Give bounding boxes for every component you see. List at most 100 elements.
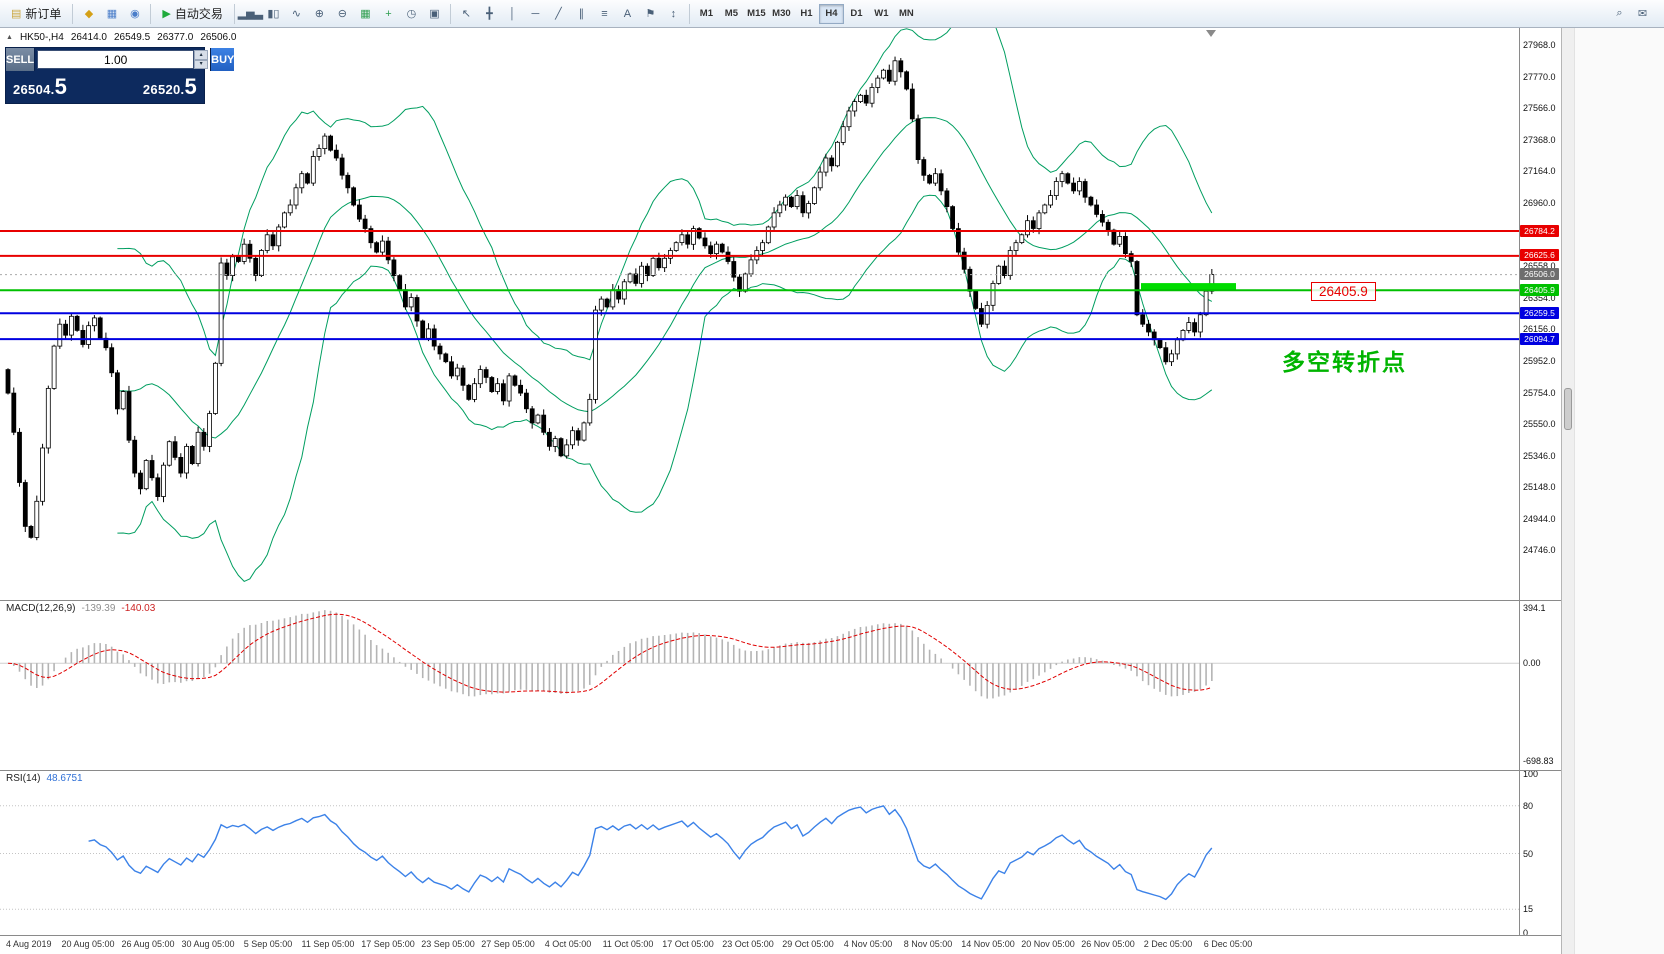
volume-down-button[interactable]: ▾ [194, 59, 209, 69]
crosshair-icon[interactable]: ╋ [478, 2, 501, 24]
macd-panel[interactable]: MACD(12,26,9) -139.39 -140.03 [0, 600, 1519, 770]
price-tick: 27368.0 [1523, 134, 1556, 145]
time-label: 6 Dec 05:00 [1203, 939, 1253, 949]
rsi-canvas[interactable] [0, 770, 1519, 935]
time-label: 8 Nov 05:00 [903, 939, 953, 949]
chat-icon[interactable]: ✉ [1631, 3, 1654, 25]
time-label: 27 Sep 05:00 [481, 939, 535, 949]
timeframe-m15-button[interactable]: M15 [744, 4, 769, 24]
periods-icon[interactable]: ◷ [400, 2, 423, 24]
level-badge: 26259.5 [1520, 306, 1559, 319]
ohlc-high: 26549.5 [114, 32, 151, 43]
level-badge: 26094.7 [1520, 332, 1559, 345]
rsi-panel[interactable]: RSI(14) 48.6751 [0, 770, 1519, 935]
indicators-icon[interactable]: + [377, 3, 400, 25]
price-axis[interactable]: 27968.0 27770.0 27566.0 27368.0 27164.0 26960… [1519, 28, 1560, 938]
timeframe-m30-button[interactable]: M30 [769, 4, 794, 24]
price-chart-canvas[interactable] [0, 28, 1519, 600]
navigator-icon[interactable]: ◉ [123, 3, 146, 25]
timeframe-h4-button[interactable]: H4 [818, 3, 844, 24]
channel-icon[interactable]: ∥ [570, 2, 593, 24]
timeframe-m5-button[interactable]: M5 [719, 4, 744, 24]
chart-shift-marker-icon [1206, 30, 1216, 37]
zoom-out-icon[interactable]: ⊖ [331, 2, 354, 24]
ohlc-close: 26506.0 [200, 32, 237, 43]
timeframe-h1-button[interactable]: H1 [794, 4, 819, 24]
buy-price[interactable]: 26520.5 [142, 74, 197, 99]
sell-price[interactable]: 26504.5 [13, 74, 68, 99]
label-icon[interactable]: ⚑ [639, 2, 662, 24]
window-icon: ▲ [6, 34, 13, 41]
right-margin-area [1574, 28, 1664, 954]
rsi-axis-label: 80 [1523, 800, 1534, 811]
rsi-splitter[interactable] [0, 770, 1561, 771]
market-watch-icon[interactable]: ◆ [77, 3, 100, 25]
time-label: 4 Nov 05:00 [843, 939, 893, 949]
price-tick: 27770.0 [1523, 71, 1556, 82]
scrollbar-thumb[interactable] [1564, 388, 1572, 430]
macd-canvas[interactable] [0, 600, 1519, 770]
templates-icon[interactable]: ▣ [423, 2, 446, 24]
price-tick: 25550.0 [1523, 419, 1556, 430]
macd-axis-label: 0.00 [1523, 658, 1541, 669]
timeframe-d1-button[interactable]: D1 [844, 4, 869, 24]
line-chart-icon[interactable]: ∿ [285, 2, 308, 24]
search-icon[interactable]: ⌕ [1608, 3, 1631, 25]
ohlc-open: 26414.0 [70, 32, 107, 43]
rsi-label: RSI(14) 48.6751 [6, 773, 83, 784]
data-window-icon[interactable]: ▦ [100, 3, 123, 25]
time-label: 14 Nov 05:00 [961, 939, 1015, 949]
new-order-button[interactable]: ▤ 新订单 [4, 3, 68, 25]
rsi-line [88, 805, 1213, 901]
symbol-ohlc-header: ▲ HK50-,H4 26414.0 26549.5 26377.0 26506… [6, 32, 236, 43]
price-tick: 26960.0 [1523, 198, 1556, 209]
text-icon[interactable]: A [616, 3, 639, 25]
time-label: 26 Nov 05:00 [1081, 939, 1135, 949]
macd-axis-label: -698.83 [1523, 756, 1554, 766]
price-tick: 27566.0 [1523, 103, 1556, 114]
macd-axis-label: 394.1 [1523, 603, 1546, 613]
fibonacci-icon[interactable]: ≡ [593, 3, 616, 25]
timeframe-m1-button[interactable]: M1 [694, 4, 719, 24]
tile-windows-icon[interactable]: ▦ [354, 2, 377, 24]
price-tick: 26558.0 [1523, 261, 1556, 272]
buy-button[interactable]: BUY [210, 48, 235, 71]
volume-up-button[interactable]: ▴ [194, 50, 209, 60]
zoom-in-icon[interactable]: ⊕ [308, 2, 331, 24]
macd-label: MACD(12,26,9) -139.39 -140.03 [6, 603, 156, 614]
rsi-axis-label: 0 [1523, 928, 1529, 938]
time-label: 4 Oct 05:00 [544, 939, 592, 949]
time-axis-separator [0, 935, 1561, 936]
vertical-line-icon[interactable]: │ [501, 3, 524, 25]
horizontal-line-icon[interactable]: ─ [524, 3, 547, 25]
volume-input[interactable] [37, 50, 195, 69]
sell-button[interactable]: SELL [6, 48, 36, 71]
time-axis[interactable]: 4 Aug 2019 20 Aug 05:00 26 Aug 05:00 30 Aug… [0, 936, 1561, 954]
highlight-zone [1141, 283, 1236, 291]
time-label: 23 Sep 05:00 [421, 939, 475, 949]
candlestick-chart-icon[interactable]: ▮▯ [262, 2, 285, 24]
cursor-icon[interactable]: ↖ [455, 2, 478, 24]
auto-trading-button[interactable]: ▶ 自动交易 [155, 3, 229, 25]
macd-histogram [12, 610, 1213, 699]
time-label: 23 Oct 05:00 [722, 939, 774, 949]
timeframe-mn-button[interactable]: MN [894, 4, 919, 24]
time-label: 20 Aug 05:00 [61, 939, 115, 949]
volume-control: ▴ ▾ [35, 48, 210, 71]
time-label: 17 Oct 05:00 [662, 939, 714, 949]
price-tick: 25952.0 [1523, 356, 1556, 367]
price-chart-window[interactable]: ▲ HK50-,H4 26414.0 26549.5 26377.0 26506… [0, 28, 1519, 600]
toolbar: ▤ 新订单 ◆ ▦ ◉ ▶ 自动交易 ▂▅▃ ▮▯ ∿ ⊕ ⊖ ▦ + ◷ ▣ ↖ ╋ │ ─ ╱ ∥ ≡ A ⚑ ↕… [0, 0, 1664, 28]
bar-chart-icon[interactable]: ▂▅▃ [238, 2, 263, 24]
trendline-icon[interactable]: ╱ [547, 2, 570, 24]
auto-trading-label: 自动交易 [174, 7, 223, 21]
rsi-axis-label: 15 [1523, 904, 1534, 915]
vertical-scrollbar[interactable] [1561, 28, 1574, 954]
timeframe-w1-button[interactable]: W1 [869, 4, 894, 24]
arrow-tools-icon[interactable]: ↕ [662, 3, 685, 25]
one-click-trade-panel: SELL ▴ ▾ BUY 26504.5 26520.5 [5, 47, 235, 104]
time-label: 26 Aug 05:00 [121, 939, 175, 949]
level-badge: 26405.9 [1520, 283, 1559, 296]
macd-splitter[interactable] [0, 600, 1561, 601]
price-tick: 25148.0 [1523, 482, 1556, 493]
